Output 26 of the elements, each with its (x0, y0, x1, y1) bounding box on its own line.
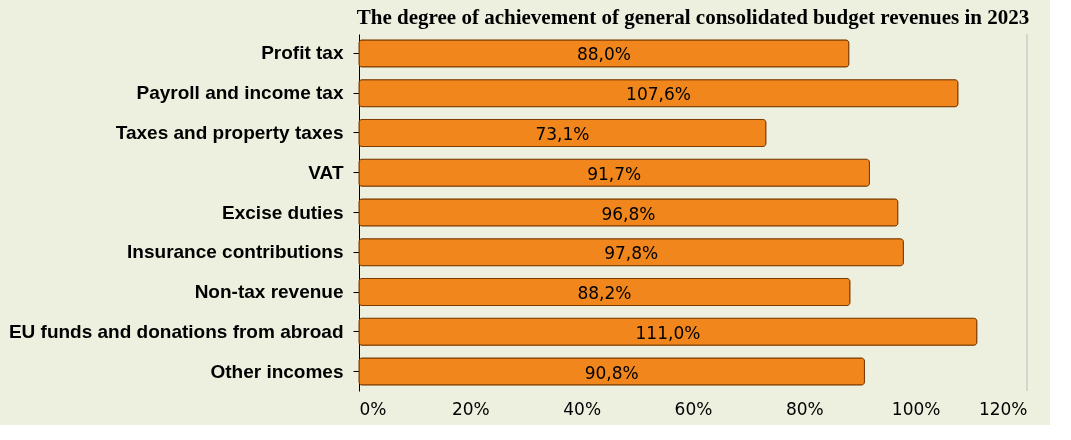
y-tick-label: Insurance contributions (127, 241, 344, 263)
x-tick-label: 60% (674, 398, 713, 419)
x-tick-label: 40% (563, 398, 602, 419)
y-tick-label: Other incomes (210, 360, 344, 382)
data-label: 88,0% (576, 44, 631, 65)
x-tick-label: 80% (785, 398, 824, 419)
x-tick-label: 0% (359, 398, 387, 419)
y-tick-label: Non-tax revenue (194, 281, 344, 303)
data-label: 91,7% (587, 163, 642, 184)
data-label: 88,2% (577, 283, 632, 304)
x-tick-label: 120% (978, 398, 1028, 419)
data-label: 73,1% (535, 123, 590, 144)
y-tick-label: Profit tax (261, 42, 344, 64)
data-label: 111,0% (635, 322, 701, 343)
y-tick-label: Taxes and property taxes (115, 121, 344, 143)
x-tick-label: 20% (451, 398, 490, 419)
data-label: 96,8% (601, 203, 656, 224)
y-tick-label: Excise duties (222, 201, 344, 223)
y-tick-label: VAT (308, 161, 344, 183)
data-label: 97,8% (604, 243, 659, 264)
y-tick-label: Payroll and income tax (136, 82, 344, 104)
data-label: 90,8% (584, 362, 639, 383)
data-label: 107,6% (626, 84, 691, 105)
y-tick-label: EU funds and donations from abroad (8, 320, 344, 342)
chart-title: The degree of achievement of general consolidated budget revenues in 2023 (356, 4, 1030, 29)
x-tick-label: 100% (891, 398, 941, 419)
